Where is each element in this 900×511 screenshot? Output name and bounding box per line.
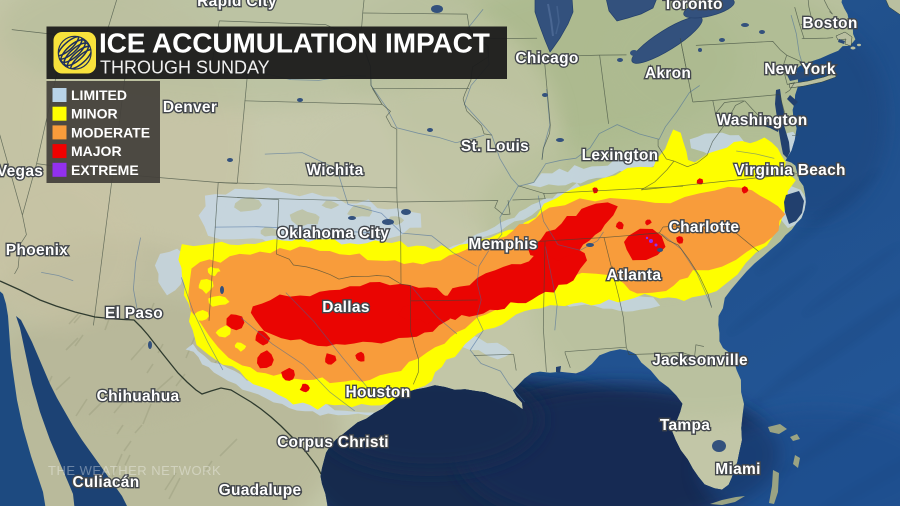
svg-text:Jacksonville: Jacksonville: [652, 352, 748, 369]
svg-text:Culiacán: Culiacán: [72, 474, 139, 491]
svg-text:MINOR: MINOR: [71, 106, 118, 122]
svg-text:St. Louis: St. Louis: [461, 138, 529, 155]
svg-text:Dallas: Dallas: [322, 299, 369, 316]
svg-text:Akron: Akron: [645, 65, 691, 82]
svg-text:Chicago: Chicago: [515, 50, 578, 67]
svg-text:New York: New York: [764, 61, 836, 78]
svg-text:EXTREME: EXTREME: [71, 162, 139, 178]
svg-text:Corpus Christi: Corpus Christi: [277, 434, 389, 451]
svg-text:ICE ACCUMULATION IMPACT: ICE ACCUMULATION IMPACT: [99, 28, 490, 59]
svg-text:Memphis: Memphis: [468, 236, 537, 253]
svg-text:LIMITED: LIMITED: [71, 87, 127, 103]
svg-text:THE WEATHER NETWORK: THE WEATHER NETWORK: [48, 463, 221, 478]
svg-text:Charlotte: Charlotte: [669, 219, 740, 236]
svg-text:Virginia Beach: Virginia Beach: [734, 162, 846, 179]
svg-text:Boston: Boston: [802, 15, 857, 32]
svg-text:Houston: Houston: [346, 384, 411, 401]
svg-text:Chihuahua: Chihuahua: [97, 388, 180, 405]
svg-text:Tampa: Tampa: [660, 417, 710, 434]
svg-text:THROUGH SUNDAY: THROUGH SUNDAY: [100, 58, 270, 78]
svg-text:Wichita: Wichita: [306, 162, 363, 179]
svg-text:Washington: Washington: [716, 112, 807, 129]
svg-text:Toronto: Toronto: [663, 0, 722, 13]
svg-text:Lexington: Lexington: [582, 147, 659, 164]
svg-text:El Paso: El Paso: [105, 305, 163, 322]
svg-text:Phoenix: Phoenix: [6, 242, 68, 259]
svg-text:Atlanta: Atlanta: [607, 267, 662, 284]
svg-text:Vegas: Vegas: [0, 163, 43, 180]
svg-text:Oklahoma City: Oklahoma City: [277, 225, 390, 242]
svg-text:MAJOR: MAJOR: [71, 143, 122, 159]
svg-text:Denver: Denver: [163, 99, 217, 116]
svg-text:Rapid City: Rapid City: [197, 0, 277, 10]
svg-text:Miami: Miami: [715, 461, 760, 478]
svg-text:Guadalupe: Guadalupe: [219, 482, 302, 499]
svg-text:MODERATE: MODERATE: [71, 124, 150, 140]
